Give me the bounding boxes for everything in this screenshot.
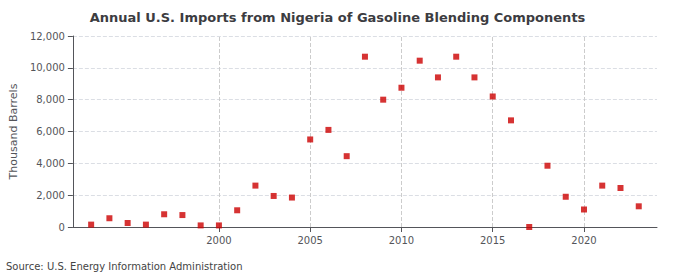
svg-text:12,000: 12,000 bbox=[30, 31, 65, 42]
svg-text:8,000: 8,000 bbox=[36, 94, 65, 105]
svg-text:Annual U.S. Imports from Niger: Annual U.S. Imports from Nigeria of Gaso… bbox=[90, 10, 586, 25]
svg-text:Thousand Barrels: Thousand Barrels bbox=[7, 83, 20, 180]
svg-text:2005: 2005 bbox=[297, 235, 322, 246]
svg-text:2020: 2020 bbox=[571, 235, 596, 246]
svg-text:10,000: 10,000 bbox=[30, 62, 65, 73]
svg-text:2010: 2010 bbox=[389, 235, 414, 246]
svg-text:4,000: 4,000 bbox=[36, 158, 65, 169]
svg-text:2000: 2000 bbox=[206, 235, 231, 246]
svg-text:2,000: 2,000 bbox=[36, 190, 65, 201]
svg-text:6,000: 6,000 bbox=[36, 126, 65, 137]
svg-text:0: 0 bbox=[59, 222, 65, 233]
svg-text:Source: U.S. Energy Informatio: Source: U.S. Energy Information Administ… bbox=[6, 261, 243, 272]
svg-text:2015: 2015 bbox=[480, 235, 505, 246]
